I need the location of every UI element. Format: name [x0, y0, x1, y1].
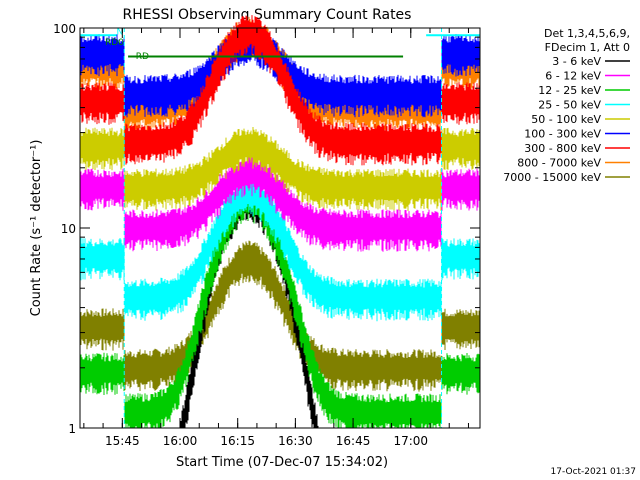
legend: Det 1,3,4,5,6,9, FDecim 1, Att 0 3 - 6 k… [503, 27, 630, 184]
y-tick-label: 100 [53, 22, 76, 36]
legend-header-2: FDecim 1, Att 0 [545, 41, 630, 54]
axes: 1 10 100 15:45 16:00 16:15 16:30 16:45 17:00 [53, 22, 480, 448]
legend-label-7: 300 - 800 keV [524, 142, 601, 155]
legend-label-1: 3 - 6 keV [552, 55, 601, 68]
y-axis-label: Count Rate (s⁻¹ detector⁻¹) [29, 140, 44, 317]
x-tick-label: 16:30 [278, 434, 313, 448]
plot-area: RD0 RD N [79, 15, 481, 428]
x-axis-label: Start Time (07-Dec-07 15:34:02) [176, 455, 388, 470]
x-tick-label: 16:45 [336, 434, 371, 448]
timestamp: 17-Oct-2021 01:37 [551, 467, 636, 477]
legend-label-2: 6 - 12 keV [545, 70, 601, 83]
flag-label-n: N [117, 27, 124, 37]
y-tick-label: 1 [68, 422, 76, 436]
x-tick-label: 16:00 [163, 434, 198, 448]
x-tick-label: 16:15 [220, 434, 255, 448]
legend-label-4: 25 - 50 keV [538, 99, 601, 112]
x-tick-label: 17:00 [393, 434, 428, 448]
legend-label-5: 50 - 100 keV [531, 113, 601, 126]
legend-label-8: 800 - 7000 keV [517, 157, 601, 170]
legend-header-1: Det 1,3,4,5,6,9, [544, 27, 630, 40]
legend-label-6: 100 - 300 keV [524, 128, 601, 141]
x-tick-label: 15:45 [105, 434, 140, 448]
legend-label-3: 12 - 25 keV [538, 84, 601, 97]
legend-label-9: 7000 - 15000 keV [503, 171, 601, 184]
flag-label-rd0: RD0 [105, 38, 124, 48]
y-tick-label: 10 [61, 222, 76, 236]
chart-title: RHESSI Observing Summary Count Rates [123, 7, 412, 23]
flag-label-rd: RD [136, 52, 149, 62]
